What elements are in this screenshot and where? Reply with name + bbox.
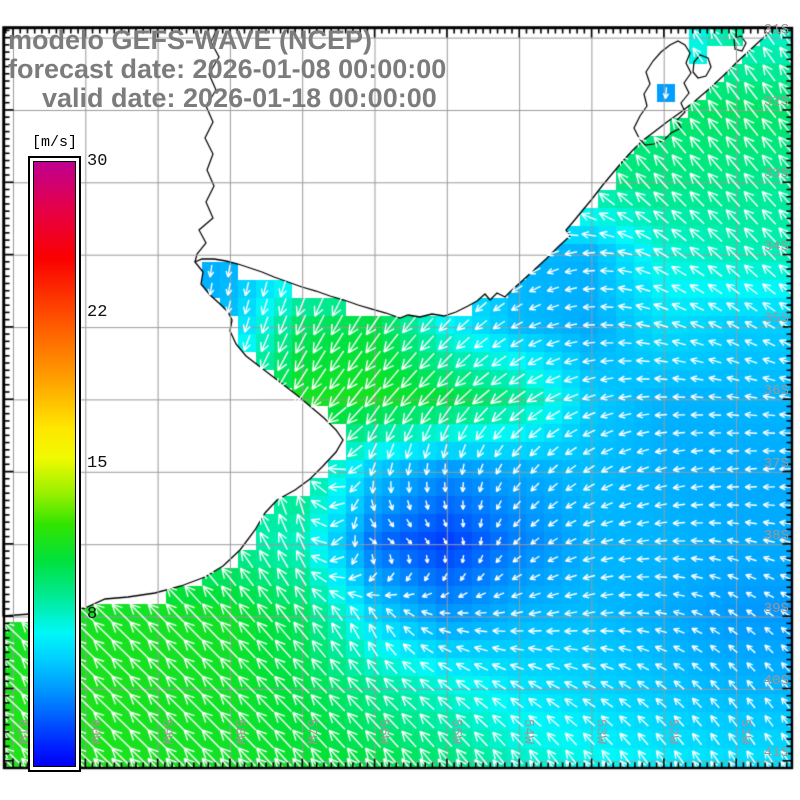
latitude-label: 32S [763, 94, 789, 110]
longitude-label: 57W [303, 719, 320, 745]
latitude-label: 37S [763, 455, 789, 472]
latitude-label: 39S [763, 600, 789, 617]
latitude-label: 35S [763, 311, 789, 328]
longitude-label: 56W [375, 719, 392, 745]
colorbar-tick-label: 15 [87, 454, 108, 473]
colorbar [28, 156, 81, 772]
valid-date: valid date: 2026-01-18 00:00:00 [42, 83, 437, 113]
colorbar-tick-label: 8 [87, 605, 98, 624]
colorbar-gradient [33, 161, 76, 767]
longitude-label: 61W [14, 719, 30, 745]
forecast-date: forecast date: 2026-01-08 00:00:00 [8, 54, 447, 84]
latitude-label: 36S [763, 383, 789, 400]
colorbar-tick-label: 22 [87, 303, 108, 322]
latitude-label: 33S [763, 166, 789, 183]
colorbar-unit-label: [m/s] [32, 134, 78, 151]
longitude-label: 55W [447, 719, 464, 745]
longitude-label: 53W [592, 719, 609, 745]
longitude-label: 59W [158, 719, 175, 745]
map-title-block: modelo GEFS-WAVE (NCEP) forecast date: 2… [8, 26, 446, 113]
longitude-label: 54W [520, 719, 537, 745]
latitude-label: 41S [763, 745, 789, 762]
longitude-label: 52W [664, 719, 681, 745]
latitude-label: 34S [763, 238, 789, 255]
longitude-label: 58W [230, 719, 247, 745]
latitude-label: 31S [763, 21, 789, 38]
colorbar-tick-label: 30 [87, 152, 108, 171]
model-title: modelo GEFS-WAVE (NCEP) [8, 25, 373, 55]
latitude-label: 38S [763, 528, 789, 545]
longitude-label: 51W [737, 719, 753, 745]
latitude-label: 40S [763, 672, 789, 689]
longitude-label: 60W [86, 719, 103, 745]
